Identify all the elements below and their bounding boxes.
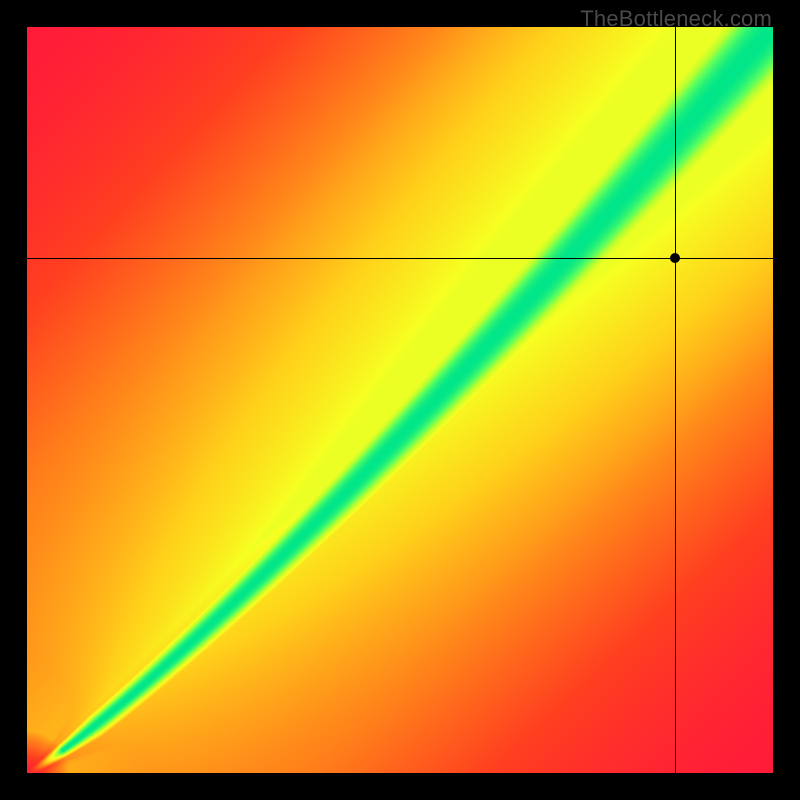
crosshair-horizontal <box>27 258 773 259</box>
heatmap-plot <box>27 27 773 773</box>
crosshair-vertical <box>675 27 676 773</box>
crosshair-marker <box>670 253 680 263</box>
watermark-text: TheBottleneck.com <box>580 6 772 32</box>
heatmap-canvas <box>27 27 773 773</box>
